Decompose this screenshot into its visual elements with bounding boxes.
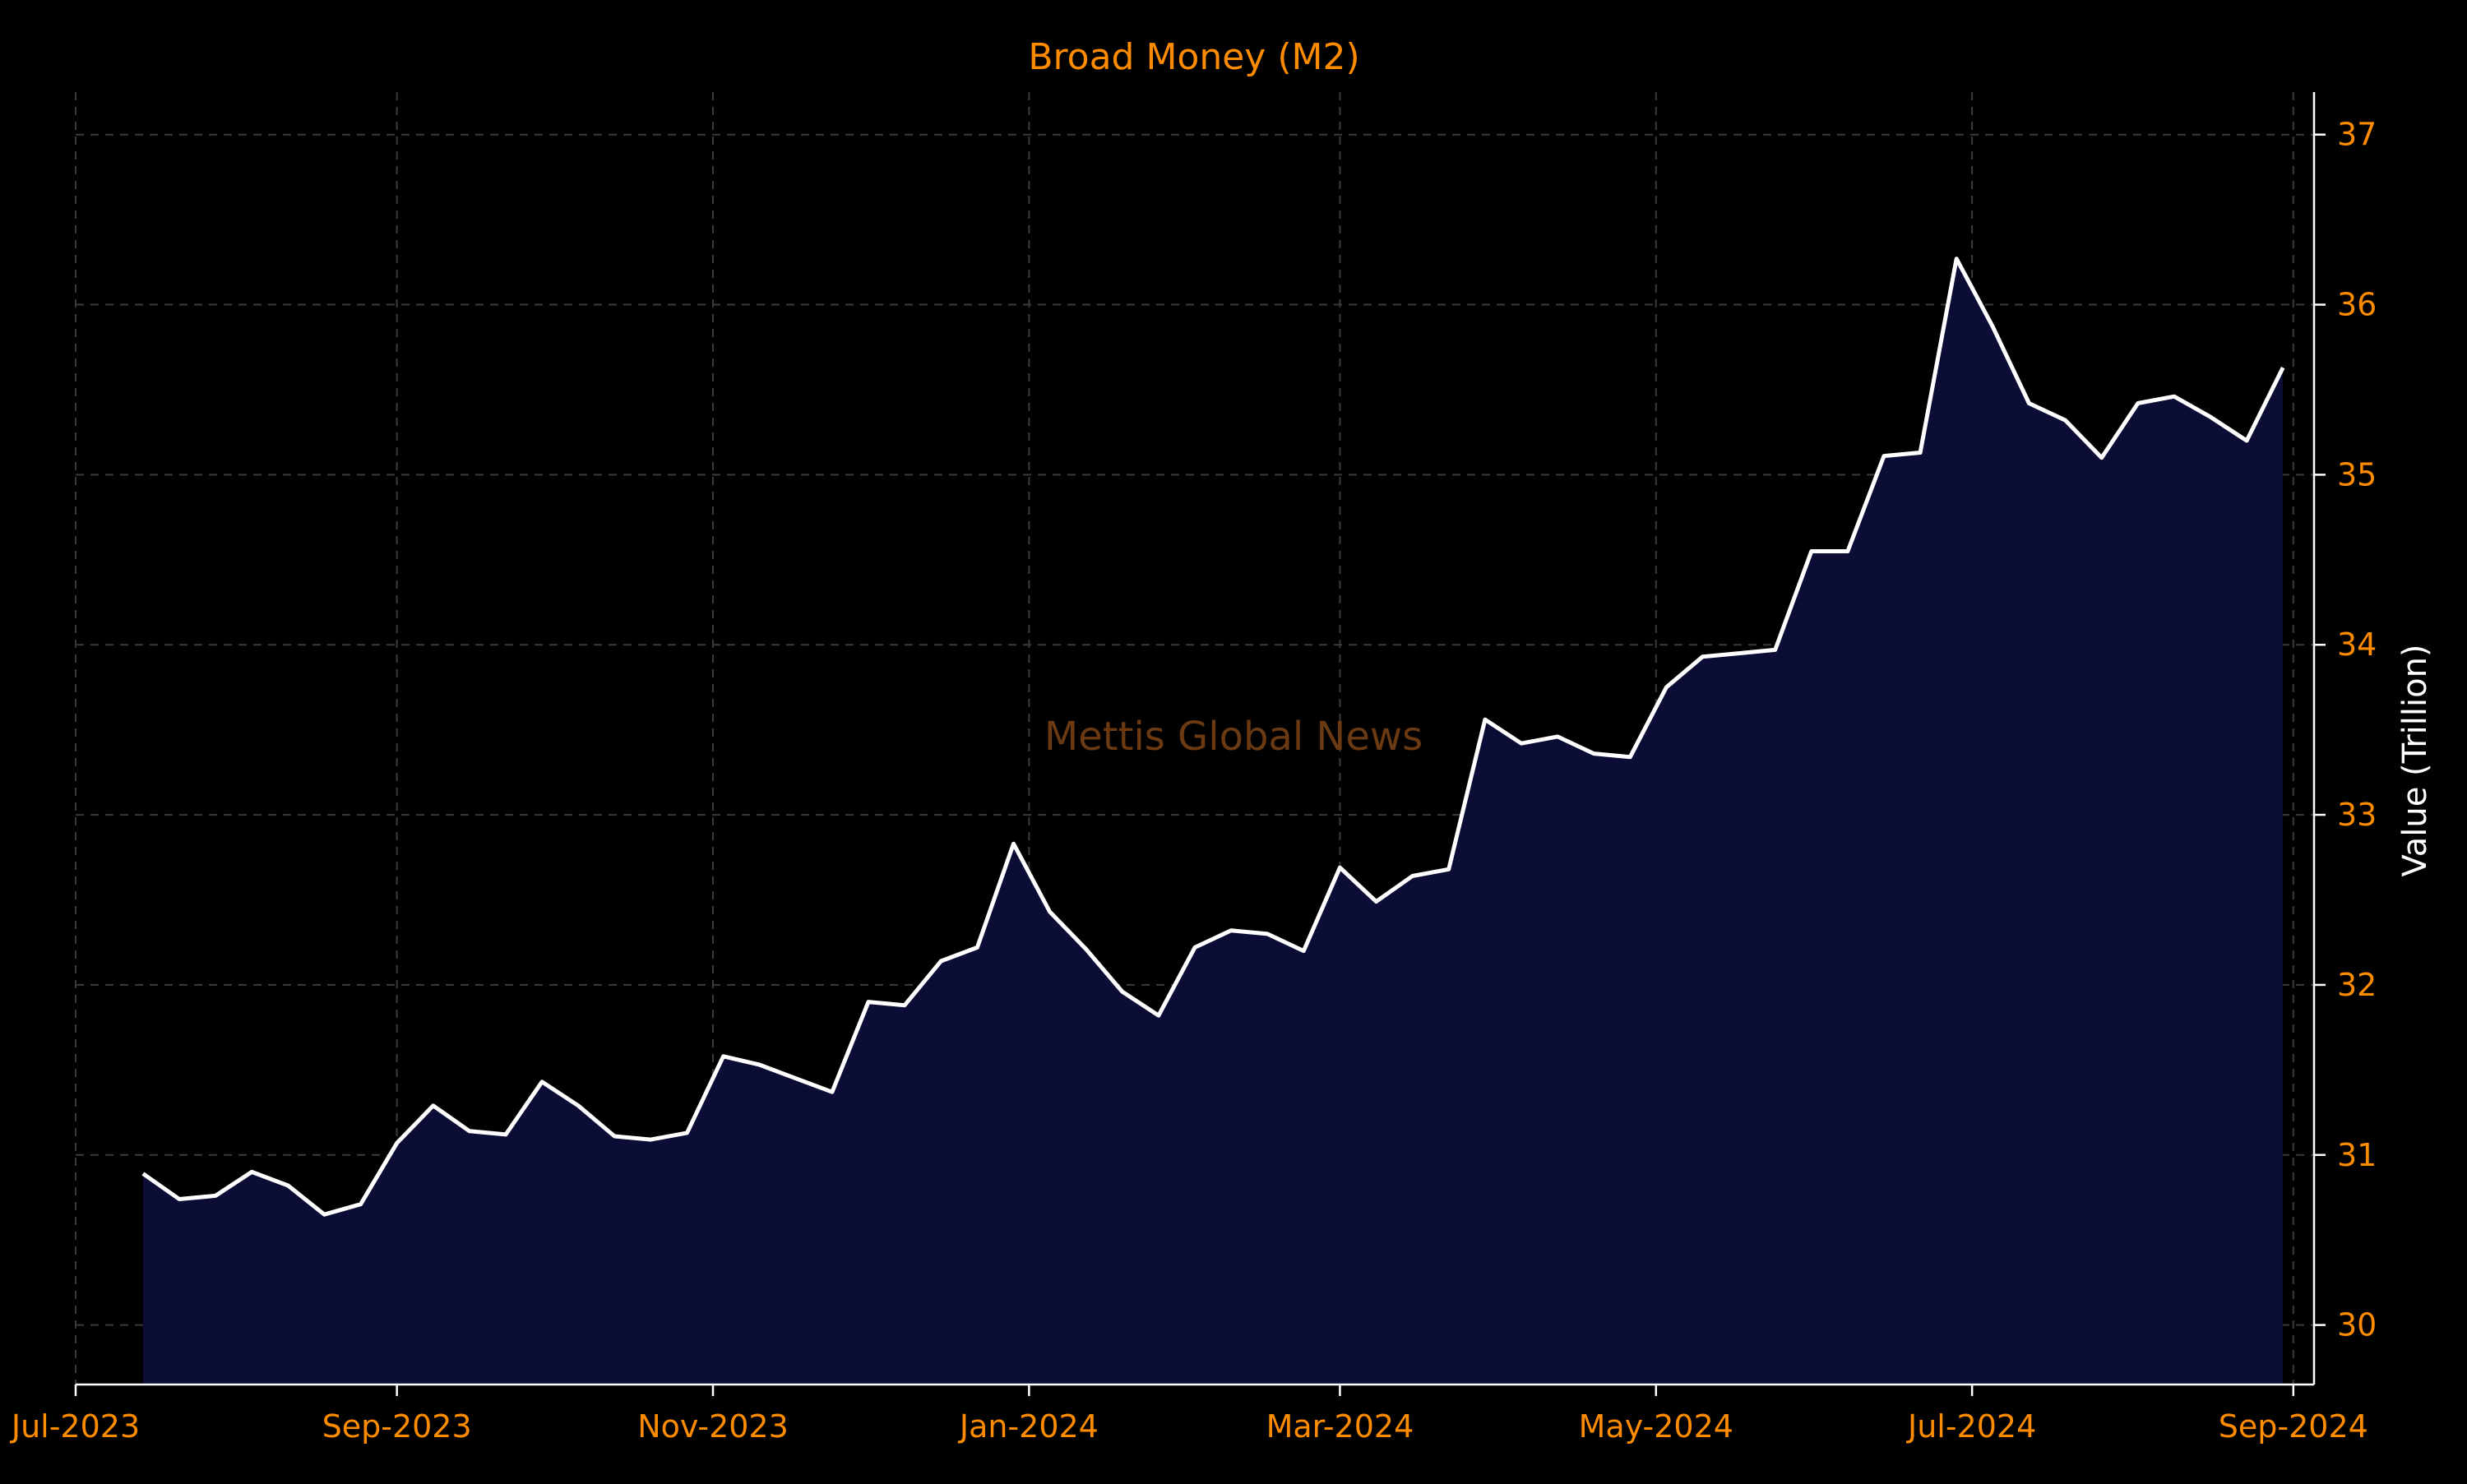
chart-title: Broad Money (M2) (1028, 36, 1359, 78)
y-tick-label: 36 (2337, 287, 2377, 323)
y-tick-label: 37 (2337, 117, 2377, 153)
y-tick-label: 30 (2337, 1307, 2377, 1343)
x-tick-label: Mar-2024 (1266, 1408, 1414, 1445)
x-tick-label: Jul-2023 (10, 1408, 140, 1445)
x-tick-label: Sep-2023 (322, 1408, 472, 1445)
y-tick-label: 35 (2337, 456, 2377, 492)
x-tick-label: Jul-2024 (1906, 1408, 2036, 1445)
x-tick-label: Nov-2023 (637, 1408, 789, 1445)
area-fill (142, 258, 2284, 1385)
x-tick-label: May-2024 (1579, 1408, 1733, 1445)
watermark-text: Mettis Global News (1044, 714, 1423, 760)
y-axis-label: Value (Trillion) (2396, 644, 2434, 876)
axes (76, 92, 2316, 1386)
x-tick-label: Jan-2024 (958, 1408, 1099, 1445)
y-tick-label: 32 (2337, 967, 2377, 1003)
y-axis-ticks: 30 31 32 33 34 35 36 37 (2314, 117, 2377, 1343)
y-tick-label: 31 (2337, 1137, 2377, 1173)
series-line (141, 257, 2285, 1217)
x-axis-ticks: Jul-2023 Sep-2023 Nov-2023 Jan-2024 Mar-2024… (10, 1385, 2368, 1445)
x-tick-label: Sep-2024 (2219, 1408, 2368, 1445)
y-tick-label: 34 (2337, 626, 2377, 663)
y-tick-label: 33 (2337, 797, 2377, 833)
